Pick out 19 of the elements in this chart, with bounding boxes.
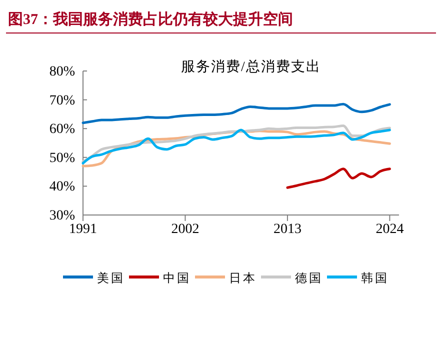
x-tick-label: 2002 bbox=[171, 222, 200, 237]
x-tick-label: 1991 bbox=[69, 222, 97, 237]
line-series bbox=[82, 102, 391, 124]
chart-subtitle: 服务消费/总消费支出 bbox=[181, 59, 321, 75]
legend-label: 德国 bbox=[295, 271, 323, 285]
chart-title: 图37：我国服务消费占比仍有较大提升空间 bbox=[8, 10, 293, 28]
y-tick-label: 70% bbox=[49, 93, 76, 108]
y-tick-label: 50% bbox=[49, 150, 76, 166]
legend-label: 日本 bbox=[229, 271, 257, 285]
legend-label: 韩国 bbox=[361, 271, 389, 285]
y-tick-label: 40% bbox=[49, 180, 76, 195]
legend-label: 中国 bbox=[163, 271, 191, 285]
y-tick-label: 60% bbox=[49, 122, 76, 138]
y-tick-label: 80% bbox=[49, 64, 76, 80]
line-series bbox=[286, 168, 391, 189]
x-tick-label: 2013 bbox=[273, 222, 302, 237]
y-tick-label: 30% bbox=[49, 208, 76, 224]
legend-label: 美国 bbox=[97, 271, 125, 285]
x-tick-label: 2024 bbox=[376, 222, 404, 237]
